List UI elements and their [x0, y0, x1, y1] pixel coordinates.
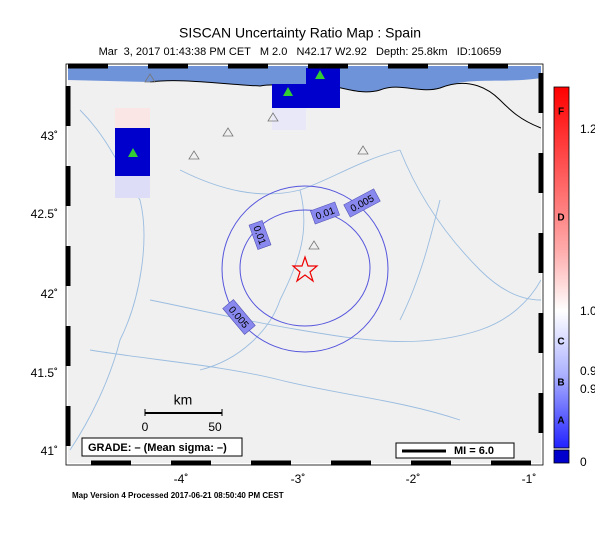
- lon-labels: -4˚ -3˚ -2˚ -1˚: [174, 472, 537, 486]
- colorbar-value: 0: [580, 455, 587, 469]
- lat-label: 43˚: [41, 129, 58, 143]
- colorbar-value: 0.9: [580, 364, 595, 378]
- magnitude-legend: MI = 6.0: [454, 445, 494, 457]
- colorbar: F D C B A 1.2 1.0 0.9 0.9 0: [553, 86, 595, 469]
- map-area: 0.005 0.01 0.01 0.005 km 0 50 GRADE: – (…: [68, 66, 541, 463]
- scale-start: 0: [142, 420, 149, 434]
- lon-label: -4˚: [174, 472, 189, 486]
- grade-letter: F: [558, 107, 564, 118]
- colorbar-value: 1.2: [580, 122, 595, 136]
- lat-label: 42˚: [41, 287, 58, 301]
- lon-label: -3˚: [291, 472, 306, 486]
- grade: GRADE: – (Mean sigma: –): [88, 442, 227, 454]
- colorbar-value: 0.9: [580, 382, 595, 396]
- scale-end: 50: [208, 420, 222, 434]
- colorbar-value: 1.0: [580, 304, 595, 318]
- grade-letter: B: [557, 378, 564, 389]
- title: SISCAN Uncertainty Ratio Map : Spain: [179, 25, 421, 41]
- footer: Map Version 4 Processed 2017-06-21 08:50…: [72, 491, 284, 500]
- lon-label: -1˚: [522, 472, 537, 486]
- grade-letter: A: [557, 416, 564, 427]
- map-frame: [65, 63, 544, 466]
- lat-label: 41.5˚: [31, 366, 58, 380]
- scale-unit: km: [174, 392, 193, 408]
- grade-letter: C: [557, 337, 564, 348]
- lon-label: -2˚: [406, 472, 421, 486]
- subtitle: Mar 3, 2017 01:43:38 PM CET M 2.0 N42.17…: [99, 46, 502, 58]
- grade-letter: D: [557, 213, 564, 224]
- lat-labels: 43˚ 42.5˚ 42˚ 41.5˚ 41˚: [31, 129, 58, 458]
- lat-label: 41˚: [41, 444, 58, 458]
- lat-label: 42.5˚: [31, 207, 58, 221]
